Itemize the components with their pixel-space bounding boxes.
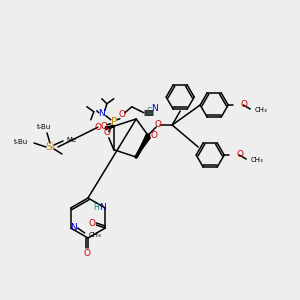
Text: O: O — [103, 128, 110, 137]
Text: t-Bu: t-Bu — [14, 139, 28, 145]
Text: Me: Me — [66, 137, 76, 143]
Text: O: O — [240, 100, 247, 109]
Polygon shape — [136, 134, 150, 157]
Text: H: H — [93, 203, 99, 212]
Text: CH₃: CH₃ — [89, 232, 101, 238]
Text: Si: Si — [45, 142, 55, 152]
Text: O: O — [155, 119, 162, 128]
Text: N: N — [70, 224, 77, 232]
Text: P: P — [111, 117, 117, 127]
Text: O: O — [83, 248, 91, 257]
Text: N: N — [152, 104, 158, 113]
Text: t-Bu: t-Bu — [37, 124, 51, 130]
Text: O: O — [89, 220, 96, 229]
Text: O: O — [118, 110, 125, 119]
Text: O: O — [151, 130, 158, 140]
Text: N: N — [99, 203, 106, 212]
Polygon shape — [106, 126, 114, 130]
Text: N: N — [98, 109, 105, 118]
Text: O: O — [236, 149, 243, 158]
Text: CH₃: CH₃ — [254, 107, 267, 113]
Text: O: O — [100, 122, 107, 131]
Text: CH₃: CH₃ — [250, 157, 263, 163]
Text: C: C — [146, 107, 152, 116]
Text: O: O — [95, 123, 102, 132]
